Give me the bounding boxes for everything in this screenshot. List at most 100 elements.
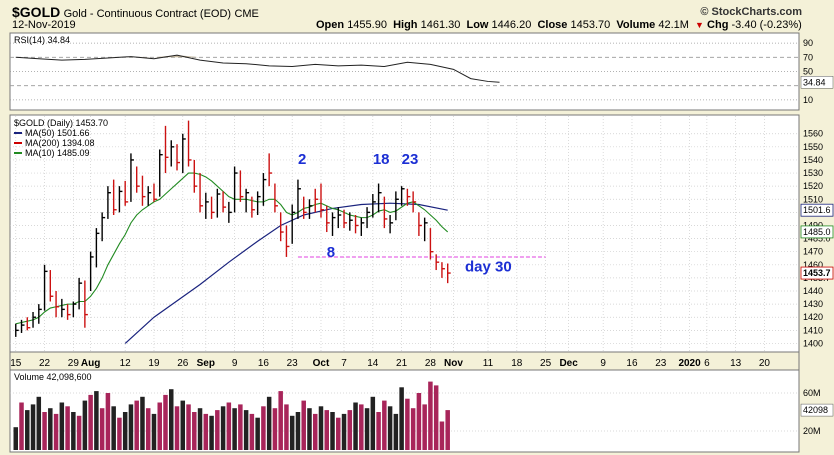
volume-bar <box>42 412 47 450</box>
ohlc-bar <box>20 319 25 333</box>
ohlc-bar <box>268 153 273 187</box>
close-value: 1453.70 <box>570 19 611 31</box>
volume-bar <box>433 385 439 450</box>
rsi-panel-frame <box>9 32 800 111</box>
x-tick-label: 21 <box>396 358 408 369</box>
rsi-legend: RSI(14) 34.84 <box>14 35 70 45</box>
volume-bar <box>399 387 404 450</box>
ohlc-bar <box>66 304 71 320</box>
volume-bar <box>220 406 226 450</box>
volume-bar <box>76 415 82 450</box>
volume-bar <box>364 408 370 450</box>
ohlc-bar <box>377 183 382 213</box>
ohlc-bar <box>360 217 365 236</box>
x-tick-label: Aug <box>81 358 100 369</box>
volume-bar <box>36 396 42 450</box>
x-tick-label: Sep <box>197 358 215 369</box>
ohlc-bar <box>395 191 399 221</box>
volume-tick-label: 20M <box>803 426 821 436</box>
price-tick-label: 1460 <box>803 260 823 270</box>
volume-bar <box>243 410 249 450</box>
ohlc-bar <box>15 323 19 337</box>
ohlc-readout: Open 1455.90 High 1461.30 Low 1446.20 Cl… <box>316 19 802 31</box>
ohlc-bar <box>101 212 106 242</box>
ohlc-bar <box>107 186 111 219</box>
price-value-tag: 1485.0 <box>803 227 831 237</box>
volume-bar <box>30 404 36 450</box>
volume-bar <box>157 402 162 450</box>
ohlc-bar <box>297 179 301 219</box>
ohlc-bar <box>274 183 278 213</box>
change-down-icon: ▼ <box>695 20 704 30</box>
ohlc-bar <box>239 170 244 202</box>
price-tick-label: 1520 <box>803 181 823 191</box>
ohlc-bar <box>279 212 284 242</box>
price-tick-label: 1420 <box>803 312 823 322</box>
volume-bar <box>341 413 347 450</box>
ohlc-bar <box>55 291 60 318</box>
price-value-tag: 1453.7 <box>803 268 831 278</box>
volume-bar <box>272 408 278 450</box>
ohlc-bar <box>256 191 261 215</box>
rsi-tick-label: 50 <box>803 67 813 77</box>
volume-bar <box>410 408 416 450</box>
x-tick-label: 28 <box>425 358 437 369</box>
ohlc-bar <box>228 201 232 223</box>
x-axis-layer: 15 22 29 Aug 12 19 26 Sep 9 16 23 Oct 7 14 21 28 Nov 11 18… <box>10 358 770 369</box>
volume-bar <box>134 400 139 450</box>
price-tick-label: 1550 <box>803 142 823 152</box>
price-legend-entry: MA(10) 1485.09 <box>25 148 90 158</box>
price-value-tag-box <box>800 266 834 280</box>
ohlc-bar <box>72 301 77 318</box>
volume-bar <box>174 406 180 450</box>
x-tick-label: 16 <box>626 358 638 369</box>
brand: © StockCharts.com <box>700 6 802 18</box>
ohlc-bar <box>262 173 267 206</box>
open-value: 1455.90 <box>347 19 387 31</box>
ohlc-bar <box>285 225 290 257</box>
price-tick-label: 1490 <box>803 220 823 230</box>
rsi-tick-label: 10 <box>803 95 813 105</box>
x-tick-label: 12 <box>120 358 132 369</box>
volume-bar <box>145 408 151 450</box>
price-panel-frame <box>9 114 800 353</box>
price-legend-entry: MA(200) 1394.08 <box>25 138 95 148</box>
ohlc-bar <box>205 192 209 219</box>
ohlc-bar <box>32 311 37 328</box>
x-tick-label: 7 <box>341 358 347 369</box>
volume-bar <box>186 404 191 450</box>
ohlc-bar <box>78 277 83 310</box>
ohlc-bar <box>418 212 422 236</box>
volume-bar <box>324 410 330 450</box>
volume-bar <box>289 415 295 450</box>
volume-bar <box>163 394 168 450</box>
volume-bar <box>232 408 237 450</box>
ohlc-bar <box>366 207 371 229</box>
volume-bar <box>88 394 93 450</box>
volume-bar <box>203 413 209 450</box>
volume-layer: 60M 20M 42098 Volume 42,098,600 <box>10 372 834 450</box>
volume-bar <box>416 393 422 450</box>
ohlc-bar <box>199 173 204 213</box>
ohlc-bar <box>446 263 451 284</box>
symbol: $GOLD <box>12 4 61 20</box>
x-tick-label: 15 <box>10 358 22 369</box>
x-tick-label: 6 <box>704 358 710 369</box>
ohlc-bar <box>61 298 65 318</box>
volume-bar <box>209 415 214 450</box>
header-title-line: $GOLD Gold - Continuous Contract (EOD) C… <box>12 4 259 20</box>
rsi-current-tag: 34.84 <box>803 77 826 87</box>
price-tick-label: 1510 <box>803 194 823 204</box>
close-label: Close <box>537 19 568 31</box>
ohlc-bar <box>170 140 175 167</box>
volume-bar <box>428 381 433 450</box>
volume-bar <box>278 391 283 450</box>
ohlc-bar <box>182 133 186 174</box>
ohlc-bar <box>441 262 445 278</box>
ohlc-bar <box>187 120 192 167</box>
low-value: 1446.20 <box>491 19 532 31</box>
x-tick-label: Nov <box>444 358 463 369</box>
volume-bar <box>117 417 122 450</box>
